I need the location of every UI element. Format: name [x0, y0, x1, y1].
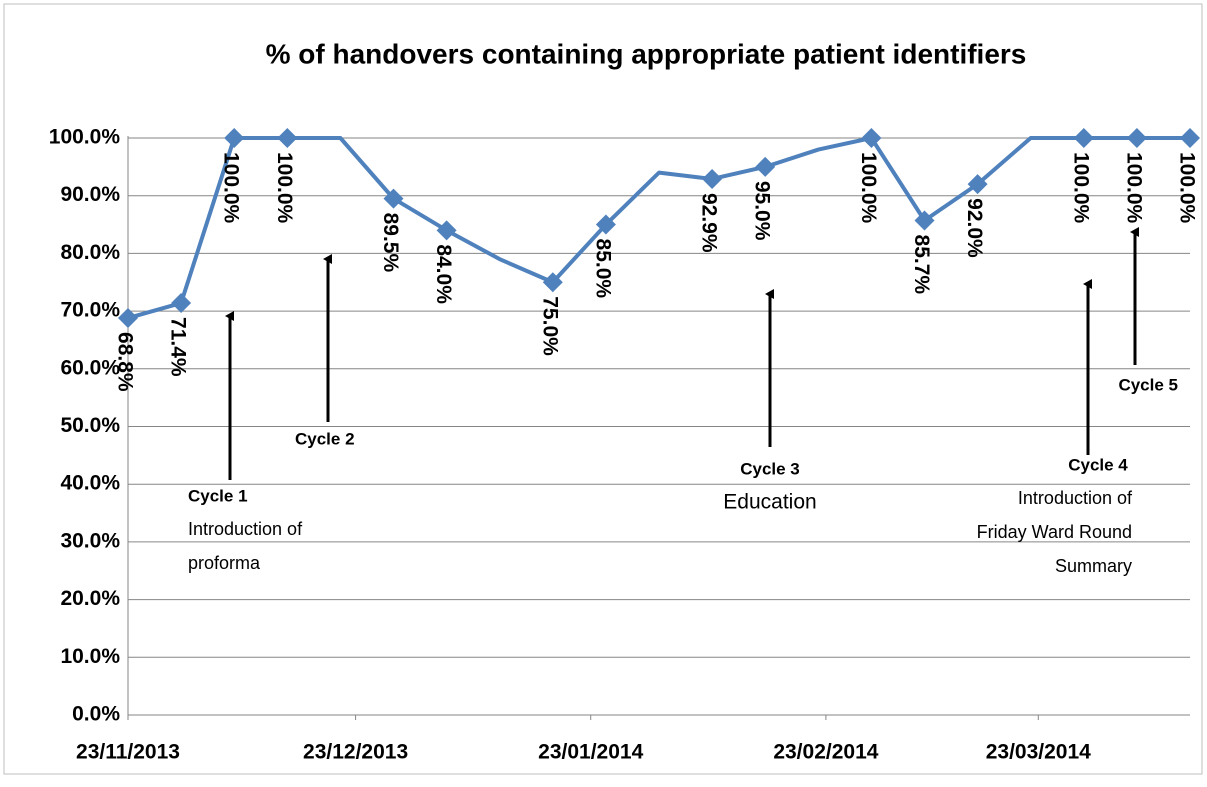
- data-label: 75.0%: [538, 296, 561, 356]
- x-tick-label: 23/03/2014: [986, 741, 1091, 764]
- data-label: 92.9%: [698, 193, 721, 253]
- marker: [914, 210, 935, 231]
- y-tick-label: 20.0%: [60, 587, 120, 610]
- data-label: 100.0%: [1175, 152, 1198, 224]
- data-label: 100.0%: [273, 152, 296, 224]
- data-label: 100.0%: [1122, 152, 1145, 224]
- marker: [118, 308, 138, 329]
- marker: [224, 128, 245, 148]
- marker: [383, 188, 404, 209]
- data-label: 68.8%: [113, 332, 136, 392]
- y-tick-label: 100.0%: [49, 126, 121, 149]
- annotation-text: Introduction of: [1018, 488, 1133, 508]
- data-label: 89.5%: [379, 213, 402, 273]
- data-label: 84.0%: [432, 244, 455, 304]
- marker: [436, 220, 457, 241]
- data-label: 92.0%: [963, 198, 986, 258]
- annotation-title: Cycle 3: [740, 459, 800, 478]
- marker: [595, 214, 616, 235]
- line: [127, 136, 1190, 320]
- data-label: 100.0%: [1069, 152, 1092, 224]
- data-label: 95.0%: [751, 181, 774, 241]
- marker: [542, 272, 563, 293]
- x-tick-label: 23/02/2014: [773, 741, 878, 764]
- y-tick-label: 50.0%: [60, 414, 120, 437]
- y-tick-label: 60.0%: [60, 356, 120, 379]
- chart-title: % of handovers containing appropriate pa…: [266, 38, 1027, 69]
- y-tick-label: 30.0%: [60, 529, 120, 552]
- y-tick-label: 90.0%: [60, 183, 120, 206]
- data-label: 71.4%: [167, 317, 190, 377]
- x-tick-label: 23/12/2013: [303, 741, 408, 764]
- data-label: 85.7%: [910, 235, 933, 295]
- annotation-title: Cycle 5: [1118, 375, 1178, 394]
- marker: [1126, 128, 1147, 148]
- x-tick-label: 23/11/2013: [76, 741, 180, 764]
- y-tick-label: 10.0%: [60, 645, 120, 668]
- data-label: 85.0%: [591, 239, 614, 299]
- annotation-title: Cycle 1: [188, 486, 248, 505]
- marker: [967, 174, 988, 195]
- annotation-title: Cycle 4: [1068, 455, 1128, 474]
- annotation-text: Education: [723, 491, 816, 514]
- marker: [171, 293, 192, 314]
- data-label: 100.0%: [220, 152, 243, 224]
- y-tick-label: 40.0%: [60, 472, 120, 495]
- x-tick-label: 23/01/2014: [538, 741, 643, 764]
- y-tick-label: 80.0%: [60, 241, 120, 264]
- marker: [755, 156, 776, 177]
- annotation-text: Introduction of: [188, 519, 303, 539]
- data-label: 100.0%: [857, 152, 880, 224]
- marker: [861, 128, 882, 148]
- marker: [277, 128, 298, 148]
- marker: [1180, 128, 1200, 148]
- annotation-text: Friday Ward Round: [977, 522, 1132, 542]
- marker: [702, 168, 723, 189]
- chart-frame: [3, 3, 1203, 775]
- y-tick-label: 70.0%: [60, 299, 120, 322]
- annotation-text: proforma: [188, 553, 261, 573]
- annotation-title: Cycle 2: [295, 429, 355, 448]
- y-tick-label: 0.0%: [72, 703, 120, 726]
- marker: [1073, 128, 1094, 148]
- annotation-text: Summary: [1055, 556, 1132, 576]
